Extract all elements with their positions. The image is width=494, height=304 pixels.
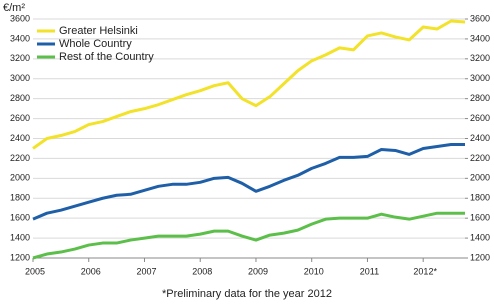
y-tick-label: 3200 (10, 53, 30, 63)
y2-tick-label: 1600 (470, 213, 490, 223)
line-series (32, 19, 466, 150)
y2-tick-label: 1400 (470, 232, 490, 242)
footnote: *Preliminary data for the year 2012 (162, 288, 332, 300)
x-tick-label: 2007 (136, 266, 156, 276)
y2-tick-label: 3000 (470, 73, 490, 83)
y-tick-label: 3400 (10, 33, 30, 43)
y-axis-label: €/m² (3, 2, 25, 14)
y-tick-label: 3000 (10, 73, 30, 83)
y-tick-label: 2400 (10, 133, 30, 143)
y2-tick-label: 1200 (470, 252, 490, 262)
y2-tick-label: 2000 (470, 173, 490, 183)
y2-tick-label: 2200 (470, 153, 490, 163)
y-tick-label: 1200 (10, 252, 30, 262)
x-tick-label: 2010 (304, 266, 324, 276)
y-tick-label: 2800 (10, 93, 30, 103)
y2-tick-label: 3600 (470, 13, 490, 23)
legend-label: Whole Country (59, 38, 132, 50)
y-tick-label: 2200 (10, 153, 30, 163)
y2-tick-label: 3400 (470, 33, 490, 43)
y-tick-label: 2600 (10, 113, 30, 123)
y2-tick-label: 2600 (470, 113, 490, 123)
x-tick-label: 2005 (25, 266, 45, 276)
line-series (32, 142, 465, 221)
y2-tick-label: 1800 (470, 193, 490, 203)
legend-label: Rest of the Country (59, 51, 154, 63)
x-tick-label: 2011 (360, 266, 379, 276)
y-tick-label: 1800 (10, 193, 30, 203)
y-tick-label: 2000 (10, 173, 30, 183)
x-tick-label: 2012* (413, 266, 437, 276)
legend-label: Greater Helsinki (59, 25, 138, 37)
x-tick-label: 2006 (81, 266, 101, 276)
x-tick-label: 2009 (248, 266, 268, 276)
y-tick-label: 1400 (10, 232, 30, 242)
y2-tick-label: 2400 (470, 133, 490, 143)
y-tick-label: 3600 (10, 13, 30, 23)
y2-tick-label: 2800 (470, 93, 490, 103)
y2-tick-label: 3200 (470, 53, 490, 63)
x-tick-label: 2008 (192, 266, 212, 276)
line-series (32, 211, 465, 260)
y-tick-label: 1600 (10, 213, 30, 223)
